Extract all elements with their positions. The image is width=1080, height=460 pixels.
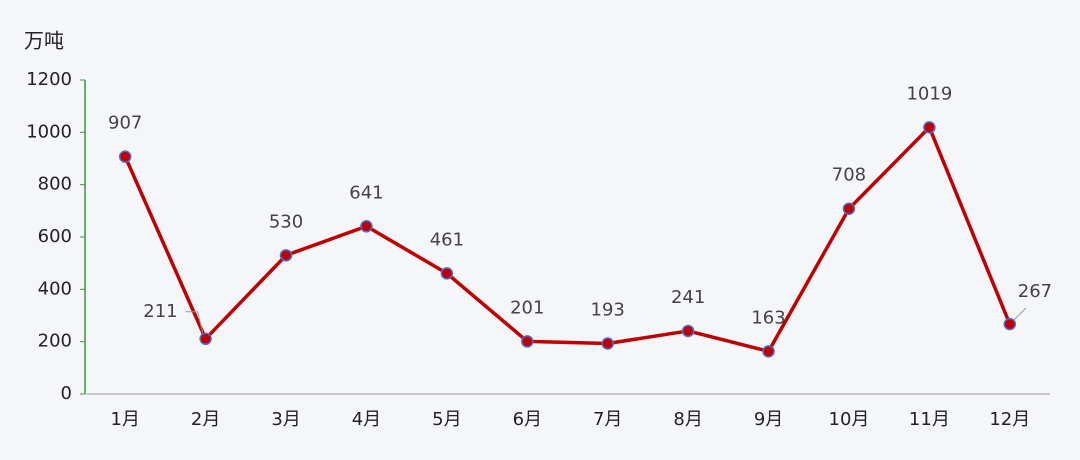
y-tick-label: 1000 — [26, 121, 72, 142]
data-label: 211 — [143, 301, 177, 322]
data-point — [923, 121, 936, 134]
y-tick-label: 600 — [38, 226, 72, 247]
data-point — [601, 337, 614, 350]
data-point — [1003, 317, 1017, 331]
data-label: 907 — [108, 113, 142, 134]
x-tick-label: 4月 — [352, 409, 381, 430]
data-line — [123, 125, 1012, 354]
y-tick-label: 1200 — [26, 69, 72, 90]
x-tick-label: 6月 — [513, 409, 542, 430]
x-tick-label: 12月 — [989, 409, 1030, 430]
x-tick-label: 3月 — [271, 409, 300, 430]
x-tick-label: 8月 — [673, 409, 702, 430]
data-label: 641 — [349, 182, 383, 203]
x-tick-label: 1月 — [110, 409, 139, 430]
y-tick-label: 0 — [61, 383, 72, 404]
x-tick-label: 2月 — [191, 409, 220, 430]
data-label: 1019 — [906, 83, 952, 104]
x-tick-label: 5月 — [432, 409, 461, 430]
x-tick-label: 9月 — [754, 409, 783, 430]
data-label: 163 — [751, 307, 785, 328]
data-label: 461 — [430, 229, 464, 250]
x-tick-label: 10月 — [829, 409, 870, 430]
data-point — [360, 220, 373, 233]
x-tick-label: 11月 — [909, 409, 950, 430]
y-tick-label: 400 — [38, 278, 72, 299]
data-label: 267 — [1018, 281, 1052, 302]
data-label: 241 — [671, 287, 705, 308]
leader-line — [185, 311, 204, 333]
data-point — [681, 324, 695, 338]
data-label: 193 — [591, 299, 625, 320]
data-point — [440, 267, 454, 280]
data-point — [118, 150, 132, 163]
leader-line — [1013, 307, 1027, 321]
y-tick-label: 800 — [38, 174, 72, 195]
data-label: 708 — [832, 165, 866, 186]
x-tick-label: 7月 — [593, 409, 622, 430]
y-tick-label: 200 — [38, 331, 72, 352]
data-point — [521, 335, 534, 348]
y-axis-unit: 万吨 — [24, 29, 64, 53]
data-point — [199, 332, 212, 346]
data-point — [842, 202, 856, 215]
data-point — [762, 345, 775, 358]
data-label: 530 — [269, 211, 303, 232]
data-label: 201 — [510, 297, 544, 318]
data-point — [279, 249, 293, 262]
